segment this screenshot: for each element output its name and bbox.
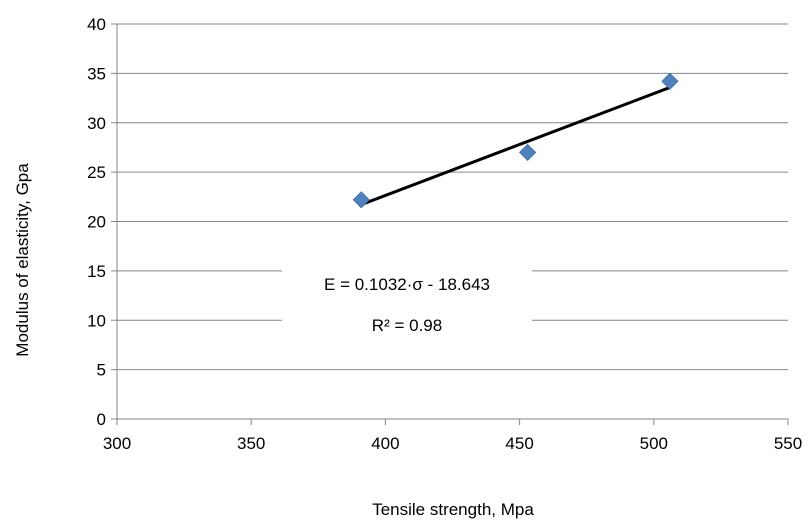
y-tick-label: 35: [87, 64, 106, 83]
x-tick-label: 500: [640, 434, 668, 453]
x-tick-label: 300: [103, 434, 131, 453]
y-tick-label: 10: [87, 311, 106, 330]
y-tick-label: 25: [87, 163, 106, 182]
y-tick-label: 15: [87, 262, 106, 281]
y-tick-label: 5: [97, 361, 106, 380]
data-point-diamond: [352, 191, 370, 209]
y-axis-title: Modulus of elasticity, Gpa: [13, 163, 32, 357]
x-tick-label: 350: [237, 434, 265, 453]
trendline-group: [360, 86, 671, 207]
data-points: [352, 72, 679, 209]
y-tick-label: 30: [87, 114, 106, 133]
trendline: [360, 86, 671, 207]
axes: [111, 23, 789, 425]
y-tick-label: 40: [87, 15, 106, 34]
annotations: E = 0.1032·σ - 18.643 R² = 0.98: [282, 262, 532, 342]
equation-label: E = 0.1032·σ - 18.643: [324, 275, 490, 294]
x-axis-title: Tensile strength, Mpa: [372, 500, 534, 519]
x-tick-label: 450: [505, 434, 533, 453]
equation-background: [282, 262, 532, 342]
y-tick-label: 20: [87, 213, 106, 232]
y-tick-label: 0: [97, 410, 106, 429]
x-tick-label: 400: [371, 434, 399, 453]
data-point-diamond: [661, 72, 679, 90]
x-tick-labels: 300 350 400 450 500 550: [103, 434, 802, 453]
data-point-diamond: [519, 143, 537, 161]
y-tick-labels: 0 5 10 15 20 25 30 35 40: [87, 15, 106, 429]
r-squared-label: R² = 0.98: [372, 316, 442, 335]
x-tick-label: 550: [774, 434, 802, 453]
